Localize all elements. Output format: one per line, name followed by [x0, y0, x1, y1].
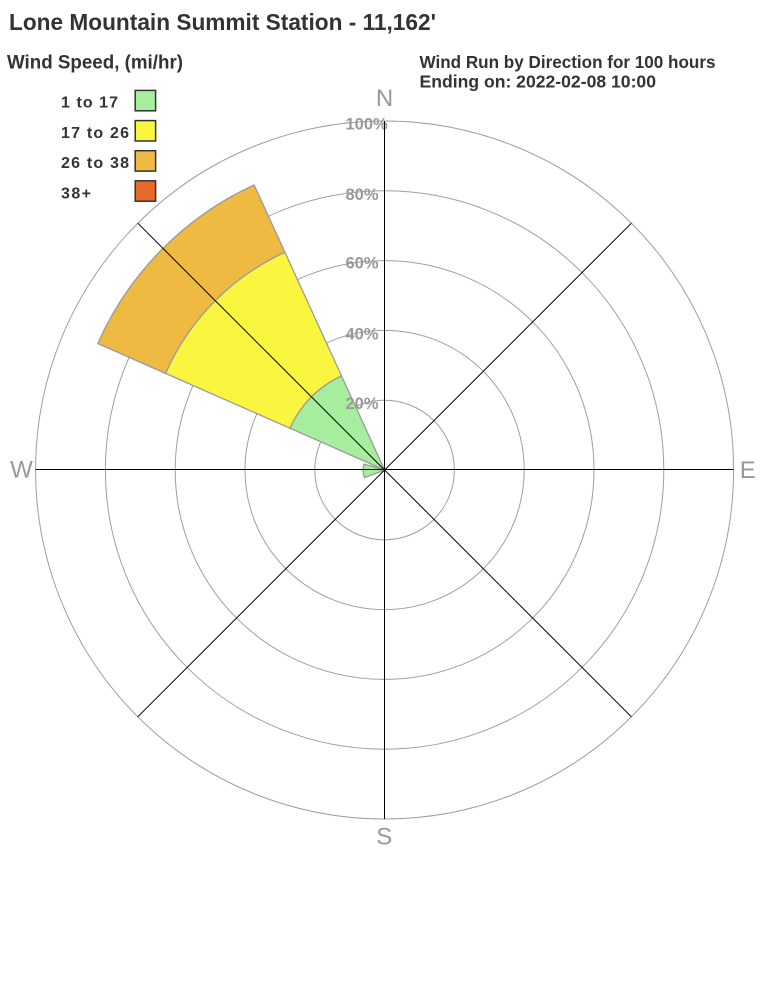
svg-text:38+: 38+ [61, 185, 91, 202]
svg-text:W: W [10, 457, 33, 484]
svg-text:Wind Run by Direction for 100: Wind Run by Direction for 100 hours [420, 52, 716, 72]
svg-text:26 to 38: 26 to 38 [61, 155, 129, 172]
svg-text:1 to 17: 1 to 17 [61, 95, 118, 112]
svg-text:80%: 80% [346, 186, 379, 204]
svg-text:100%: 100% [346, 116, 389, 134]
svg-text:17 to 26: 17 to 26 [61, 125, 129, 142]
svg-text:20%: 20% [346, 395, 379, 413]
svg-text:Wind Speed, (mi/hr): Wind Speed, (mi/hr) [7, 53, 183, 74]
svg-text:Lone Mountain Summit Station -: Lone Mountain Summit Station - 11,162' [9, 9, 436, 35]
svg-text:Ending on: 2022-02-08 10:00: Ending on: 2022-02-08 10:00 [420, 71, 657, 91]
svg-text:E: E [740, 457, 756, 484]
svg-text:60%: 60% [346, 255, 379, 273]
svg-text:N: N [376, 85, 393, 112]
svg-text:40%: 40% [346, 325, 379, 343]
svg-text:S: S [376, 824, 392, 851]
